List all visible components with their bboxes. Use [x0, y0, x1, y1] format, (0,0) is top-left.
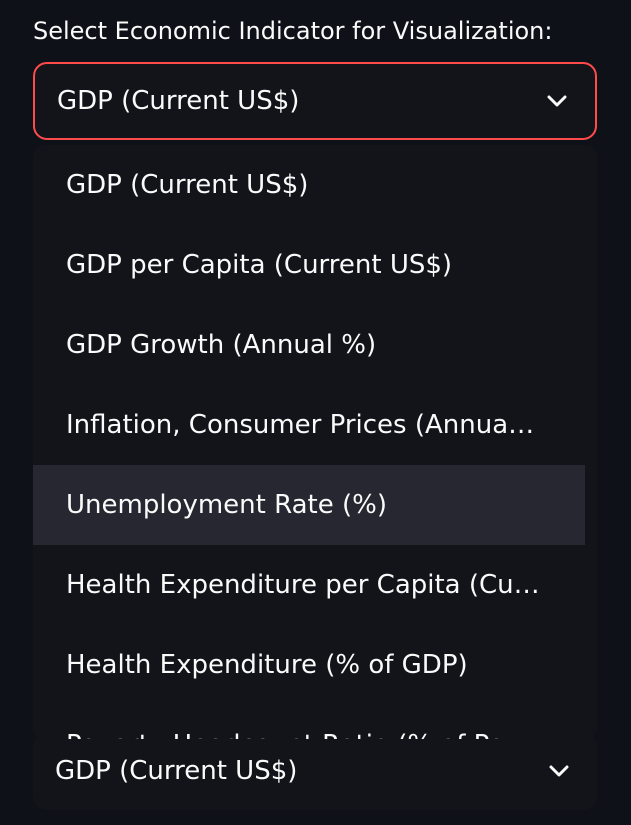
dropdown-option-hovered[interactable]: Unemployment Rate (%)	[33, 465, 585, 545]
chevron-down-icon[interactable]	[545, 89, 569, 113]
field-label: Select Economic Indicator for Visualizat…	[33, 17, 553, 45]
dropdown-option[interactable]: Poverty Headcount Ratio (% of Po…	[33, 705, 585, 739]
dropdown-option[interactable]: GDP (Current US$)	[66, 170, 309, 200]
dropdown-option[interactable]: Health Expenditure per Capita (Cu…	[66, 570, 540, 600]
dropdown-option[interactable]: Health Expenditure (% of GDP)	[66, 650, 468, 680]
indicator-select-value: GDP (Current US$)	[57, 86, 300, 116]
chevron-down-icon[interactable]	[547, 759, 571, 783]
secondary-indicator-select[interactable]: GDP (Current US$)	[33, 732, 597, 810]
dropdown-scrollbar[interactable]	[585, 145, 597, 739]
dropdown-option[interactable]: GDP per Capita (Current US$)	[66, 250, 453, 280]
dropdown-option[interactable]: Inflation, Consumer Prices (Annua…	[66, 410, 535, 440]
indicator-select[interactable]: GDP (Current US$)	[33, 62, 597, 140]
secondary-select-value: GDP (Current US$)	[55, 756, 298, 786]
dropdown-option[interactable]: GDP Growth (Annual %)	[66, 330, 377, 360]
indicator-dropdown-menu: GDP (Current US$) GDP per Capita (Curren…	[33, 145, 597, 739]
